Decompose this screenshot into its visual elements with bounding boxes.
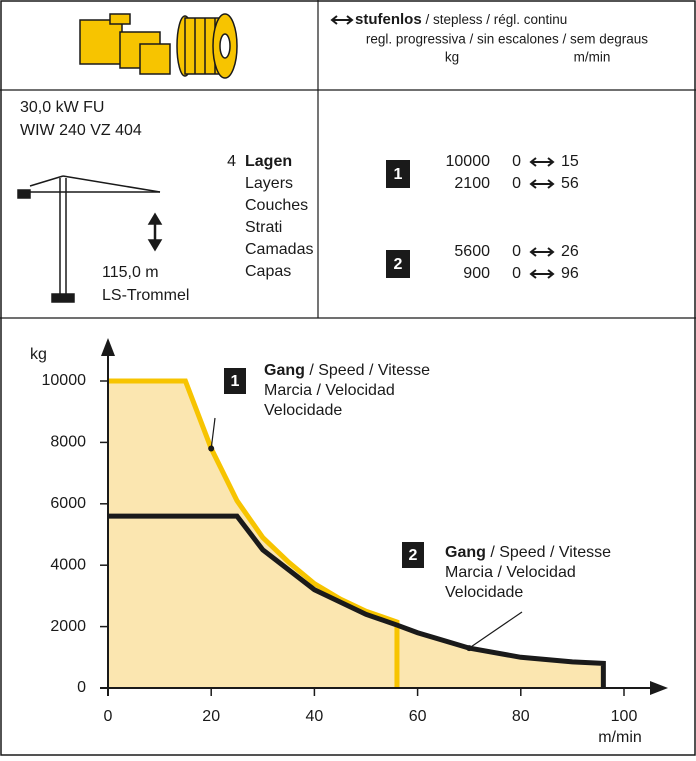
layer-label: Couches (245, 197, 308, 214)
load-value: 10000 (446, 153, 491, 170)
load-value: 5600 (454, 243, 490, 260)
x-tick-label: 20 (202, 708, 220, 725)
annotation-bold: Gang (445, 544, 486, 561)
annotation-bold: Gang (264, 362, 305, 379)
leader-dot (466, 645, 472, 651)
header-unit: kg (445, 50, 459, 65)
speed-max: 26 (561, 243, 579, 260)
y-tick-label: 0 (77, 679, 86, 696)
y-axis-label: kg (30, 346, 47, 363)
layer-label: Strati (245, 219, 282, 236)
layer-label: Capas (245, 263, 291, 280)
annotation-line: Velocidade (445, 584, 523, 601)
annotation-line: Velocidade (264, 402, 342, 419)
spec-drum: LS-Trommel (102, 287, 189, 304)
speed-max: 56 (561, 175, 579, 192)
annotation-rest: / Speed / Vitesse (486, 544, 611, 561)
x-tick-label: 0 (104, 708, 113, 725)
y-tick-label: 6000 (50, 495, 86, 512)
annotation-rest: / Speed / Vitesse (305, 362, 430, 379)
annotation-line: Marcia / Velocidad (445, 564, 576, 581)
badge-number: 2 (394, 256, 403, 273)
load-value: 900 (463, 265, 490, 282)
y-tick-label: 10000 (42, 372, 87, 389)
y-tick-label: 2000 (50, 618, 86, 635)
spec-layers-count: 4 (227, 153, 236, 170)
badge-number: 1 (231, 373, 240, 390)
layer-label: Layers (245, 175, 293, 192)
layer-label: Lagen (245, 153, 292, 170)
leader-dot (208, 446, 214, 452)
speed-min: 0 (512, 175, 521, 192)
speed-max: 15 (561, 153, 579, 170)
speed-min: 0 (512, 153, 521, 170)
load-value: 2100 (454, 175, 490, 192)
speed-min: 0 (512, 265, 521, 282)
annotation-line: Gang / Speed / Vitesse (264, 362, 430, 379)
header-mode: stufenlos / stepless / régl. continu (355, 11, 567, 28)
spec-power: 30,0 kW FU (20, 99, 104, 116)
layer-label: Camadas (245, 241, 313, 258)
speed-max: 96 (561, 265, 579, 282)
header-mode-bold: stufenlos (355, 11, 422, 28)
datasheet: stufenlos / stepless / régl. continu reg… (0, 0, 696, 756)
header-line2: regl. progressiva / sin escalones / sem … (366, 32, 648, 47)
x-tick-label: 40 (306, 708, 324, 725)
x-axis-label: m/min (598, 729, 642, 746)
annotation-line: Marcia / Velocidad (264, 382, 395, 399)
speed-min: 0 (512, 243, 521, 260)
x-tick-label: 80 (512, 708, 530, 725)
y-tick-label: 8000 (50, 434, 86, 451)
header-unit: m/min (574, 50, 611, 65)
x-tick-label: 100 (611, 708, 638, 725)
badge-number: 2 (409, 547, 418, 564)
spec-height: 115,0 m (102, 264, 159, 281)
y-tick-label: 4000 (50, 556, 86, 573)
annotation-line: Gang / Speed / Vitesse (445, 544, 611, 561)
spec-model: WIW 240 VZ 404 (20, 122, 142, 139)
badge-number: 1 (394, 166, 403, 183)
header-mode-rest: / stepless / régl. continu (422, 12, 568, 27)
x-tick-label: 60 (409, 708, 427, 725)
